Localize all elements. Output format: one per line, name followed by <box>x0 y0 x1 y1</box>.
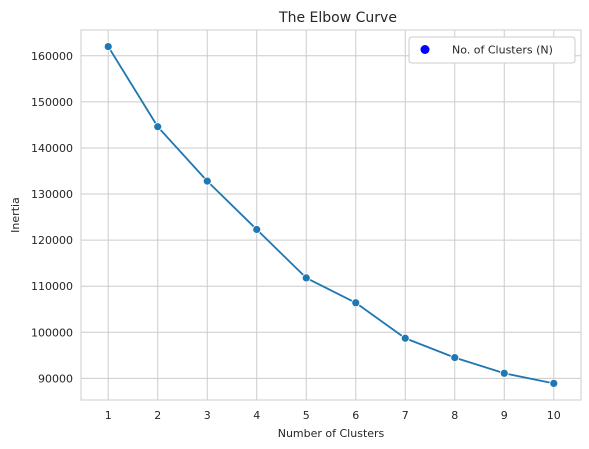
legend-label: No. of Clusters (N) <box>452 44 553 57</box>
y-tick-label: 140000 <box>31 142 73 155</box>
x-tick-label: 2 <box>154 409 161 422</box>
y-tick-label: 100000 <box>31 326 73 339</box>
y-axis-label: Inertia <box>9 197 22 233</box>
legend: No. of Clusters (N) <box>408 36 576 64</box>
data-point <box>252 225 262 234</box>
y-tick-label: 90000 <box>38 372 73 385</box>
y-tick-label: 160000 <box>31 50 73 63</box>
legend-marker <box>420 45 430 54</box>
x-tick-label: 1 <box>105 409 112 422</box>
x-tick-label: 6 <box>352 409 359 422</box>
data-point <box>103 42 113 51</box>
data-point <box>351 298 361 308</box>
grid <box>81 30 581 400</box>
data-point <box>202 176 212 186</box>
series-line <box>107 46 554 385</box>
x-tick-label: 10 <box>547 409 561 422</box>
y-axis-ticks: 90000 100000 110000 120000 130000 140000 15000… <box>31 50 73 386</box>
y-tick-label: 110000 <box>31 280 73 293</box>
x-tick-label: 8 <box>451 409 458 422</box>
legend-box <box>408 36 576 64</box>
x-tick-label: 9 <box>501 409 508 422</box>
x-tick-label: 7 <box>402 409 409 422</box>
y-tick-label: 130000 <box>31 188 73 201</box>
data-point <box>450 353 460 363</box>
data-point <box>153 122 163 132</box>
x-axis-ticks: 1 2 3 4 5 6 7 8 9 10 <box>105 409 561 422</box>
chart-title: The Elbow Curve <box>278 10 397 26</box>
plot-frame <box>80 29 582 401</box>
y-tick-label: 120000 <box>31 234 73 247</box>
x-axis-label: Number of Clusters <box>278 427 385 440</box>
data-point <box>400 333 410 343</box>
y-tick-label: 150000 <box>31 96 73 109</box>
series <box>103 42 559 388</box>
x-tick-label: 5 <box>303 409 310 422</box>
data-point <box>301 273 311 283</box>
x-tick-label: 4 <box>253 409 260 422</box>
x-tick-label: 3 <box>204 409 211 422</box>
data-point <box>499 368 509 378</box>
data-point <box>549 379 559 388</box>
